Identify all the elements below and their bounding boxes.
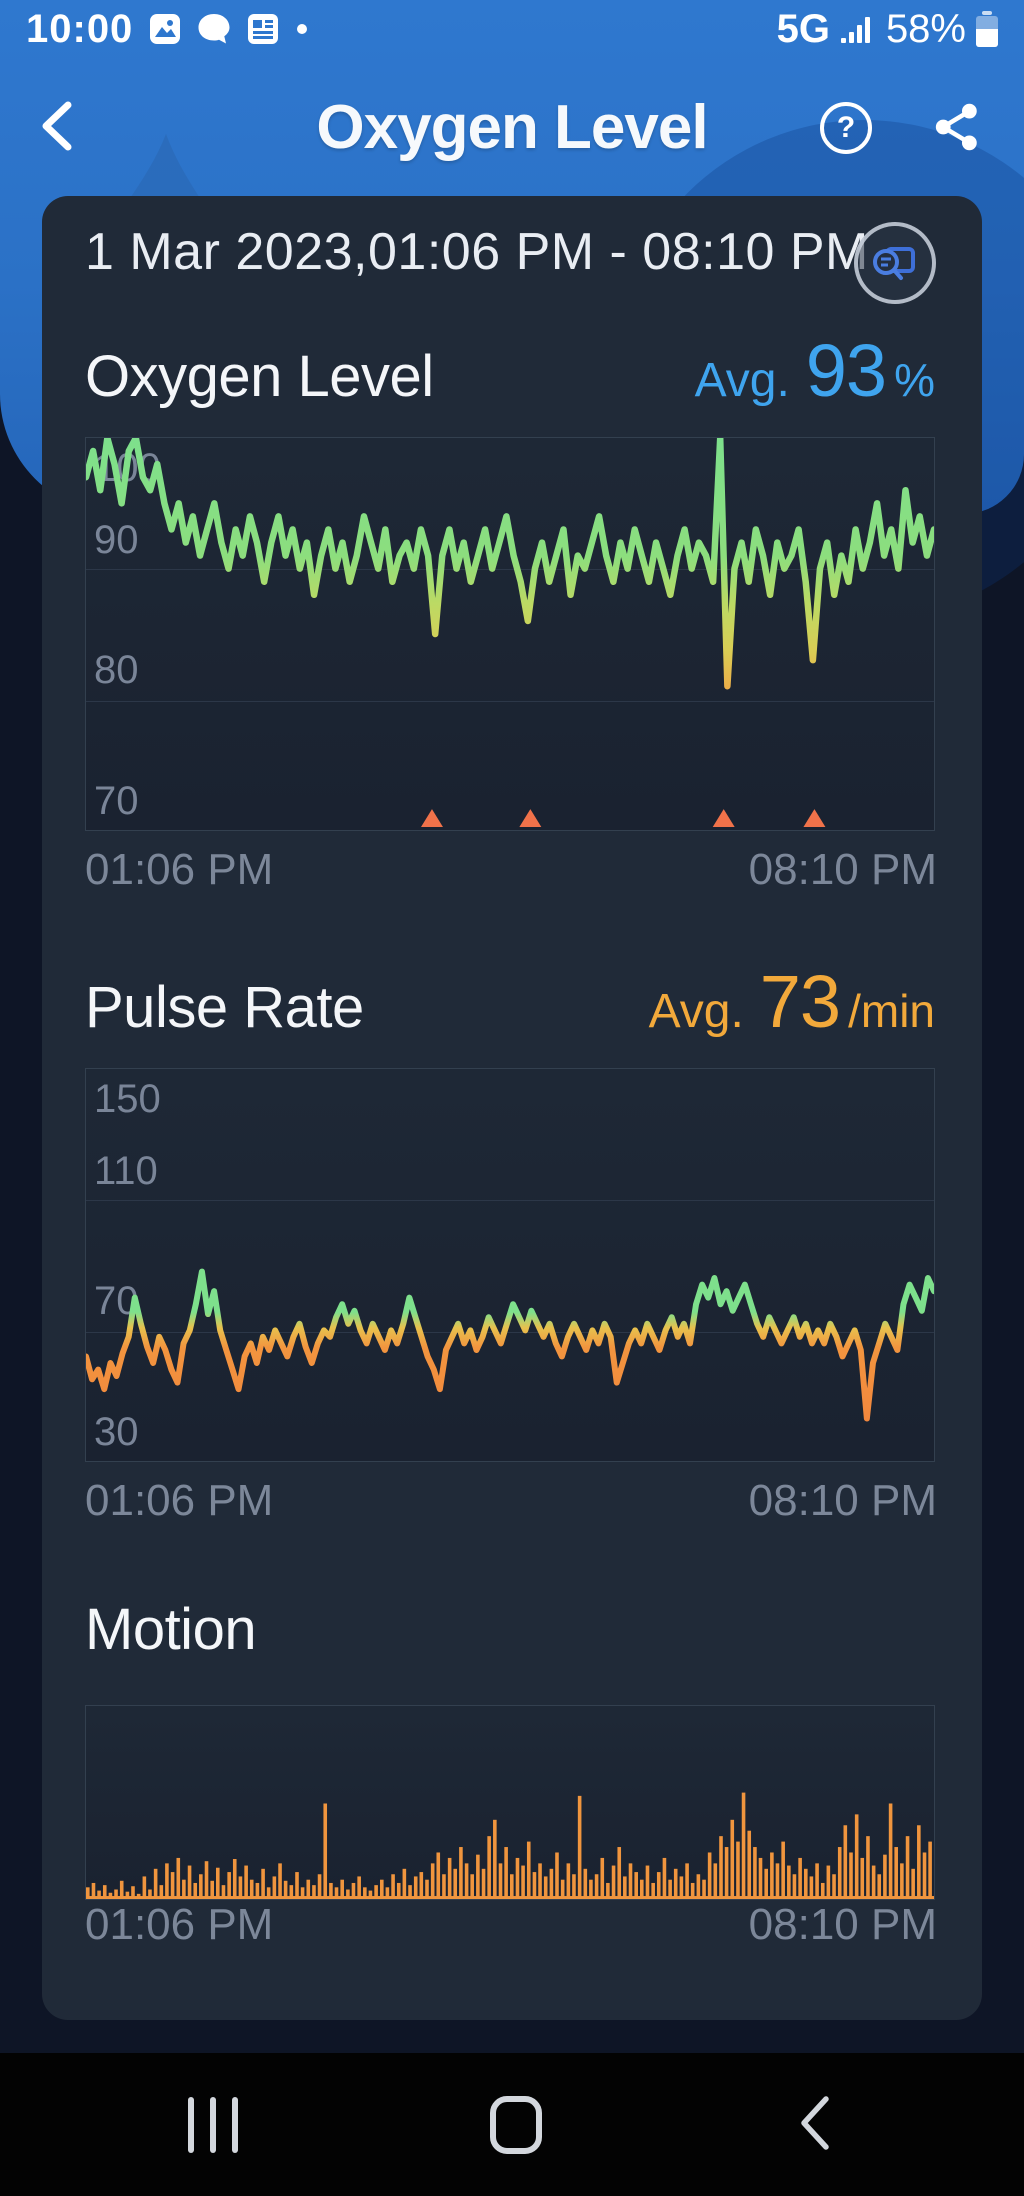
- gridline: [86, 1332, 934, 1333]
- oxygen-chart-svg: [86, 438, 934, 828]
- battery-percent-text: 58%: [885, 6, 966, 51]
- chart-zoom-icon: [871, 238, 919, 289]
- pulse-section-title: Pulse Rate: [85, 975, 364, 1040]
- system-navigation-bar: [0, 2053, 1024, 2196]
- back-chevron-icon: [34, 97, 82, 158]
- home-icon: [490, 2095, 542, 2154]
- gridline: [86, 701, 934, 702]
- oxygen-chart: 100 90 80 70: [85, 437, 935, 831]
- share-icon: [933, 102, 983, 155]
- oxygen-section-title: Oxygen Level: [85, 344, 434, 409]
- back-button[interactable]: [32, 98, 84, 156]
- pulse-xaxis: 01:06 PM 08:10 PM: [85, 1479, 937, 1523]
- oxygen-avg-unit: %: [894, 354, 935, 406]
- gridline: [86, 1200, 934, 1201]
- gridline: [86, 569, 934, 570]
- pulse-section-header: Pulse Rate Avg. 73 /min: [85, 959, 935, 1044]
- pulse-average: Avg. 73 /min: [649, 959, 935, 1044]
- notification-dot-icon: [297, 24, 308, 34]
- pulse-avg-label: Avg.: [648, 985, 744, 1038]
- battery-icon: [976, 11, 998, 47]
- motion-xlabel-end: 08:10 PM: [748, 1900, 937, 1949]
- pulse-xlabel-end: 08:10 PM: [748, 1476, 937, 1525]
- motion-xlabel-start: 01:06 PM: [85, 1900, 274, 1949]
- pulse-ytick-150: 150: [94, 1077, 161, 1121]
- alert-triangle-marker: [803, 809, 826, 828]
- page-title: Oxygen Level: [316, 93, 708, 162]
- recents-icon: [188, 2096, 238, 2153]
- oxygen-avg-label: Avg.: [694, 354, 790, 407]
- motion-chart-svg: [86, 1792, 934, 1899]
- network-type-text: 5G: [776, 6, 830, 51]
- status-bar: 10:00 5G 58%: [0, 0, 1024, 58]
- oxygen-xaxis: 01:06 PM 08:10 PM: [85, 848, 937, 892]
- home-button[interactable]: [490, 2095, 542, 2154]
- gallery-notification-icon: [149, 13, 181, 45]
- nav-back-button[interactable]: [794, 2094, 836, 2155]
- pulse-avg-unit: /min: [848, 985, 935, 1037]
- motion-section-title: Motion: [85, 1597, 257, 1662]
- oxygen-ytick-70: 70: [94, 779, 139, 823]
- alert-triangle-marker: [519, 809, 542, 828]
- oxygen-xlabel-end: 08:10 PM: [748, 845, 937, 894]
- oxygen-avg-value: 93: [805, 329, 887, 412]
- motion-section-header: Motion: [85, 1596, 935, 1663]
- alert-triangle-marker: [421, 809, 443, 828]
- nav-back-chevron-icon: [794, 2094, 836, 2155]
- alert-triangle-marker: [712, 809, 735, 828]
- news-notification-icon: [247, 13, 279, 45]
- chat-notification-icon: [197, 13, 231, 45]
- share-button[interactable]: [932, 102, 984, 154]
- date-range-text: 1 Mar 2023,01:06 PM - 08:10 PM: [85, 223, 869, 281]
- motion-chart: [85, 1705, 935, 1900]
- pulse-chart-svg: [86, 1268, 934, 1422]
- chart-zoom-button[interactable]: [854, 222, 936, 304]
- pulse-ytick-110: 110: [94, 1149, 158, 1193]
- pulse-chart: 150 110 70 30: [85, 1068, 935, 1462]
- app-header: Oxygen Level ?: [0, 58, 1024, 196]
- pulse-ytick-30: 30: [94, 1410, 139, 1454]
- oxygen-ytick-90: 90: [94, 518, 139, 562]
- motion-xaxis: 01:06 PM 08:10 PM: [85, 1903, 937, 1947]
- help-button[interactable]: ?: [820, 102, 872, 154]
- question-mark-icon: ?: [836, 111, 856, 144]
- oxygen-average: Avg. 93 %: [695, 328, 935, 413]
- recents-button[interactable]: [188, 2096, 238, 2153]
- oxygen-ytick-80: 80: [94, 648, 139, 692]
- clock-text: 10:00: [26, 6, 134, 51]
- oxygen-xlabel-start: 01:06 PM: [85, 845, 274, 894]
- pulse-xlabel-start: 01:06 PM: [85, 1476, 274, 1525]
- signal-strength-icon: [840, 13, 876, 45]
- readings-card: 1 Mar 2023,01:06 PM - 08:10 PM Oxygen Le…: [42, 196, 982, 2020]
- oxygen-section-header: Oxygen Level Avg. 93 %: [85, 328, 935, 413]
- pulse-avg-value: 73: [759, 960, 841, 1043]
